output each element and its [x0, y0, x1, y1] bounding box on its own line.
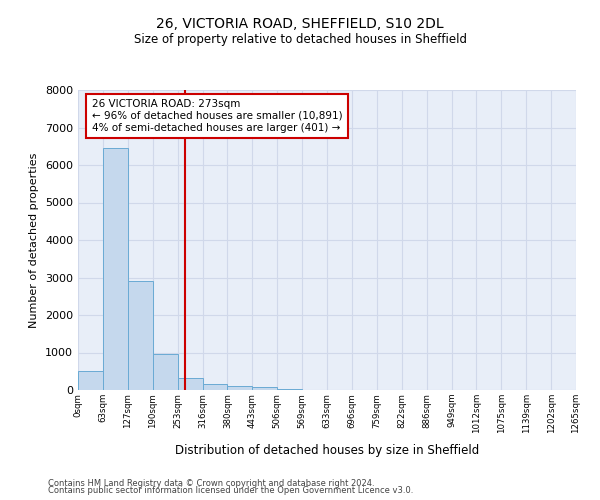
- Text: Contains public sector information licensed under the Open Government Licence v3: Contains public sector information licen…: [48, 486, 413, 495]
- Bar: [203, 384, 227, 390]
- Text: Contains HM Land Registry data © Crown copyright and database right 2024.: Contains HM Land Registry data © Crown c…: [48, 478, 374, 488]
- Bar: [277, 389, 302, 390]
- Bar: [253, 388, 277, 390]
- Text: 26 VICTORIA ROAD: 273sqm
← 96% of detached houses are smaller (10,891)
4% of sem: 26 VICTORIA ROAD: 273sqm ← 96% of detach…: [92, 100, 343, 132]
- Bar: [103, 148, 128, 390]
- Bar: [227, 386, 253, 390]
- Y-axis label: Number of detached properties: Number of detached properties: [29, 152, 40, 328]
- Text: Size of property relative to detached houses in Sheffield: Size of property relative to detached ho…: [133, 32, 467, 46]
- Text: 26, VICTORIA ROAD, SHEFFIELD, S10 2DL: 26, VICTORIA ROAD, SHEFFIELD, S10 2DL: [156, 18, 444, 32]
- Bar: [152, 354, 178, 390]
- X-axis label: Distribution of detached houses by size in Sheffield: Distribution of detached houses by size …: [175, 444, 479, 458]
- Bar: [178, 378, 203, 390]
- Bar: [128, 281, 153, 390]
- Bar: [78, 371, 103, 390]
